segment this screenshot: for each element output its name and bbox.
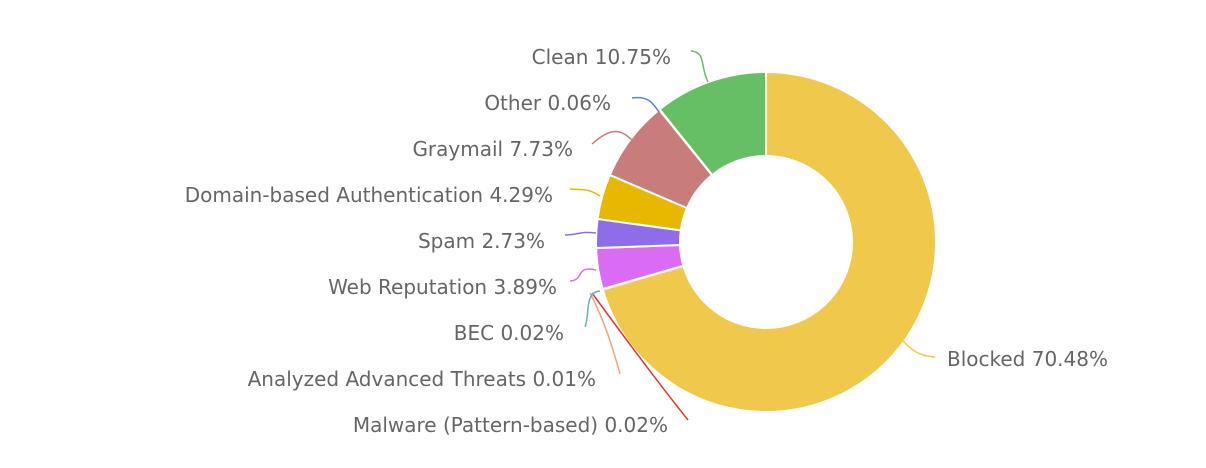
slice-label-graymail: Graymail 7.73% (412, 137, 573, 161)
leader-line-analyzed-advanced-threats (589, 292, 621, 375)
leader-line-clean (690, 50, 709, 83)
leader-line-other (631, 96, 660, 113)
slice-label-spam: Spam 2.73% (418, 229, 545, 253)
slice-label-web-reputation: Web Reputation 3.89% (328, 275, 557, 299)
slice-label-bec: BEC 0.02% (454, 321, 564, 345)
chart-slices (595, 70, 937, 413)
leader-line-web-reputation (569, 268, 597, 282)
slice-label-malware-pattern-based: Malware (Pattern-based) 0.02% (353, 413, 668, 437)
slice-blocked[interactable] (601, 70, 937, 413)
leader-line-graymail (591, 130, 633, 145)
leader-line-domain-based-authentication (569, 188, 601, 197)
slice-label-clean: Clean 10.75% (532, 45, 671, 69)
leader-line-malware-pattern-based (591, 292, 689, 421)
slice-label-analyzed-advanced-threats: Analyzed Advanced Threats 0.01% (248, 367, 596, 391)
slice-clean[interactable] (658, 70, 767, 177)
leader-line-blocked (901, 339, 936, 358)
chart-labels: Blocked 70.48% Malware (Pattern-based) 0.… (185, 45, 1108, 437)
slice-label-blocked: Blocked 70.48% (947, 347, 1108, 371)
chart-leader-lines (564, 50, 936, 421)
slice-label-other: Other 0.06% (484, 91, 611, 115)
leader-line-bec (584, 290, 601, 328)
slice-label-domain-based-authentication: Domain-based Authentication 4.29% (185, 183, 553, 207)
leader-line-spam (564, 231, 597, 236)
